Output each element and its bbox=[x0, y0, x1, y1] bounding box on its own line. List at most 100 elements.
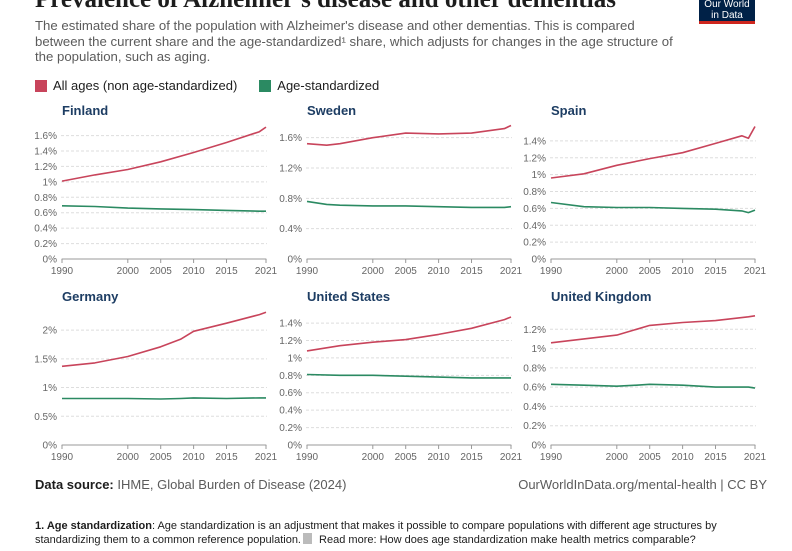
y-tick-label: 0% bbox=[532, 255, 547, 266]
y-tick-label: 0.4% bbox=[523, 402, 546, 413]
document-icon bbox=[303, 533, 312, 544]
x-tick-label: 1990 bbox=[51, 452, 74, 463]
x-tick-label: 2010 bbox=[671, 452, 694, 463]
x-tick-label: 2010 bbox=[671, 266, 694, 277]
x-tick-label: 2021 bbox=[500, 266, 523, 277]
x-tick-label: 2021 bbox=[255, 266, 278, 277]
y-tick-label: 1.2% bbox=[34, 162, 57, 173]
y-tick-label: 0.4% bbox=[279, 406, 302, 417]
x-tick-label: 2000 bbox=[362, 266, 385, 277]
y-tick-label: 0.4% bbox=[34, 224, 57, 235]
series-line-united-kingdom-all-ages bbox=[550, 315, 756, 344]
y-tick-label: 1.4% bbox=[34, 147, 57, 158]
y-tick-label: 0.8% bbox=[523, 187, 546, 198]
series-line-finland-all-ages bbox=[61, 126, 267, 182]
y-tick-label: 0% bbox=[288, 441, 303, 452]
y-tick-label: 0.8% bbox=[34, 193, 57, 204]
x-tick-label: 2015 bbox=[460, 266, 483, 277]
y-tick-label: 1% bbox=[288, 353, 303, 364]
data-source: Data source: IHME, Global Burden of Dise… bbox=[35, 477, 346, 492]
y-tick-label: 0.2% bbox=[523, 238, 546, 249]
x-tick-label: 2010 bbox=[427, 452, 450, 463]
y-tick-label: 0% bbox=[43, 255, 58, 266]
y-tick-label: 0.4% bbox=[279, 224, 302, 235]
x-tick-label: 2005 bbox=[150, 452, 173, 463]
x-tick-label: 2005 bbox=[639, 452, 662, 463]
y-tick-label: 0.5% bbox=[34, 412, 57, 423]
x-tick-label: 1990 bbox=[540, 266, 563, 277]
footnote-text: : Age standardization is an adjustment t… bbox=[35, 520, 717, 546]
y-tick-label: 0.8% bbox=[279, 371, 302, 382]
y-tick-label: 1% bbox=[43, 177, 58, 188]
y-tick-label: 1.2% bbox=[523, 325, 546, 336]
chart-subtitle: The estimated share of the population wi… bbox=[35, 18, 673, 64]
panel-title-germany: Germany bbox=[62, 289, 119, 304]
y-tick-label: 0% bbox=[43, 441, 58, 452]
y-tick-label: 0% bbox=[288, 255, 303, 266]
legend: All ages (non age-standardized) Age-stan… bbox=[35, 78, 401, 93]
x-tick-label: 2000 bbox=[117, 266, 140, 277]
legend-swatch-age-standardized bbox=[259, 79, 272, 92]
series-line-sweden-age-standardized bbox=[306, 200, 512, 209]
series-line-united-states-all-ages bbox=[306, 316, 512, 352]
series-line-spain-age-standardized bbox=[550, 201, 756, 214]
x-tick-label: 2010 bbox=[182, 266, 205, 277]
x-tick-label: 2021 bbox=[744, 266, 767, 277]
y-tick-label: 1.5% bbox=[34, 354, 57, 365]
legend-swatch-all-ages bbox=[35, 79, 47, 92]
x-tick-label: 2015 bbox=[215, 266, 238, 277]
legend-item-all-ages[interactable]: All ages (non age-standardized) bbox=[35, 78, 237, 93]
x-tick-label: 1990 bbox=[540, 452, 563, 463]
footnote-link[interactable]: Read more: How does age standardization … bbox=[316, 534, 696, 546]
y-tick-label: 1.2% bbox=[523, 153, 546, 164]
x-tick-label: 2015 bbox=[704, 266, 727, 277]
series-line-spain-all-ages bbox=[550, 126, 756, 179]
legend-item-age-standardized[interactable]: Age-standardized bbox=[259, 78, 379, 93]
series-line-finland-age-standardized bbox=[61, 205, 266, 212]
legend-label-age-standardized: Age-standardized bbox=[277, 78, 380, 93]
x-tick-label: 1990 bbox=[296, 266, 319, 277]
y-tick-label: 0.2% bbox=[34, 239, 57, 250]
y-tick-label: 0.4% bbox=[523, 221, 546, 232]
x-tick-label: 1990 bbox=[296, 452, 319, 463]
x-tick-label: 2005 bbox=[395, 266, 418, 277]
y-tick-label: 1% bbox=[43, 383, 58, 394]
x-tick-label: 2021 bbox=[500, 452, 523, 463]
y-tick-label: 0.6% bbox=[523, 204, 546, 215]
y-tick-label: 1.2% bbox=[279, 336, 302, 347]
owid-logo[interactable]: Our World in Data bbox=[699, 0, 755, 24]
x-tick-label: 2021 bbox=[255, 452, 278, 463]
y-tick-label: 0.8% bbox=[279, 194, 302, 205]
y-tick-label: 1.6% bbox=[34, 131, 57, 142]
x-tick-label: 2015 bbox=[215, 452, 238, 463]
y-tick-label: 0.6% bbox=[34, 208, 57, 219]
x-tick-label: 2021 bbox=[744, 452, 767, 463]
source-link[interactable]: OurWorldInData.org/mental-health | CC BY bbox=[518, 477, 767, 492]
y-tick-label: 1.4% bbox=[279, 319, 302, 330]
x-tick-label: 2005 bbox=[395, 452, 418, 463]
footnote-label: 1. Age standardization bbox=[35, 520, 152, 532]
x-tick-label: 2000 bbox=[606, 266, 629, 277]
panel-title-sweden: Sweden bbox=[307, 103, 356, 118]
data-source-label: Data source: bbox=[35, 477, 114, 492]
x-tick-label: 2015 bbox=[460, 452, 483, 463]
small-multiples-charts: Finland 0% 0.2% 0.4% 0.6% 0.8% 1% 1.2% 1.4% 1.6% 1… bbox=[34, 103, 767, 463]
series-line-germany-all-ages bbox=[61, 311, 267, 368]
series-line-sweden-all-ages bbox=[306, 124, 512, 146]
x-tick-label: 2000 bbox=[117, 452, 140, 463]
panel-title-united-states: United States bbox=[307, 289, 390, 304]
y-tick-label: 2% bbox=[43, 326, 58, 337]
y-tick-label: 0.8% bbox=[523, 363, 546, 374]
y-tick-label: 0.6% bbox=[279, 388, 302, 399]
y-tick-label: 0.2% bbox=[279, 423, 302, 434]
x-tick-label: 2005 bbox=[150, 266, 173, 277]
y-tick-label: 0.6% bbox=[523, 383, 546, 394]
x-tick-label: 2010 bbox=[427, 266, 450, 277]
y-tick-label: 0.2% bbox=[523, 421, 546, 432]
footnote: 1. Age standardization: Age standardizat… bbox=[35, 519, 755, 547]
x-tick-label: 2000 bbox=[606, 452, 629, 463]
y-tick-label: 1.6% bbox=[279, 133, 302, 144]
y-tick-label: 1% bbox=[532, 344, 547, 355]
x-tick-label: 2015 bbox=[704, 452, 727, 463]
x-tick-label: 2005 bbox=[639, 266, 662, 277]
